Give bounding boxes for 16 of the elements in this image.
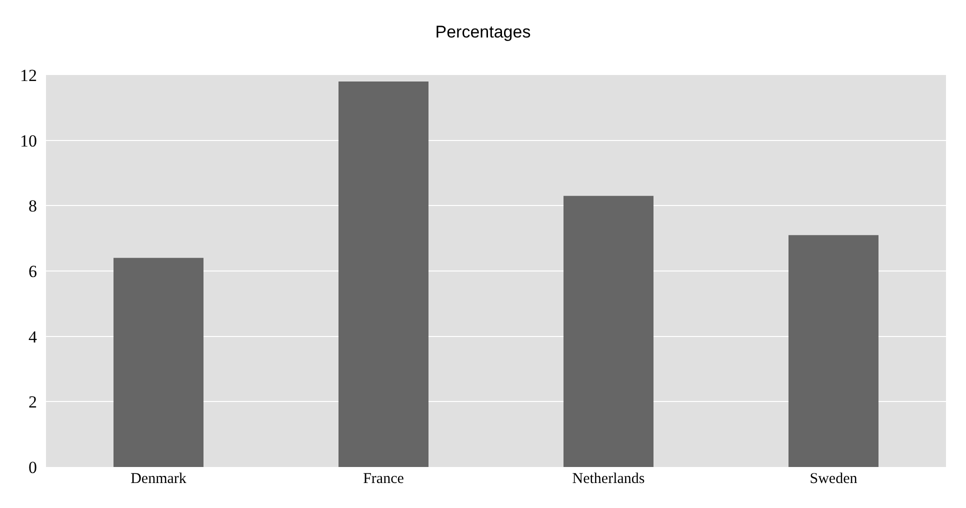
y-tick-label: 4 xyxy=(28,327,38,346)
bar xyxy=(338,82,428,467)
y-tick-label: 2 xyxy=(28,392,37,412)
chart-title: Percentages xyxy=(435,22,531,42)
x-tick-label: Netherlands xyxy=(572,471,645,487)
y-tick-label: 10 xyxy=(20,131,37,150)
y-tick-label: 0 xyxy=(28,458,37,477)
bar xyxy=(564,196,654,467)
y-tick-label: 8 xyxy=(28,196,37,216)
x-tick-label: Sweden xyxy=(810,471,858,487)
bar xyxy=(788,235,878,467)
x-tick-label: France xyxy=(363,471,404,487)
y-tick-label: 12 xyxy=(20,66,37,85)
bar xyxy=(114,258,204,467)
y-tick-label: 6 xyxy=(28,262,37,281)
x-tick-label: Denmark xyxy=(130,471,187,487)
